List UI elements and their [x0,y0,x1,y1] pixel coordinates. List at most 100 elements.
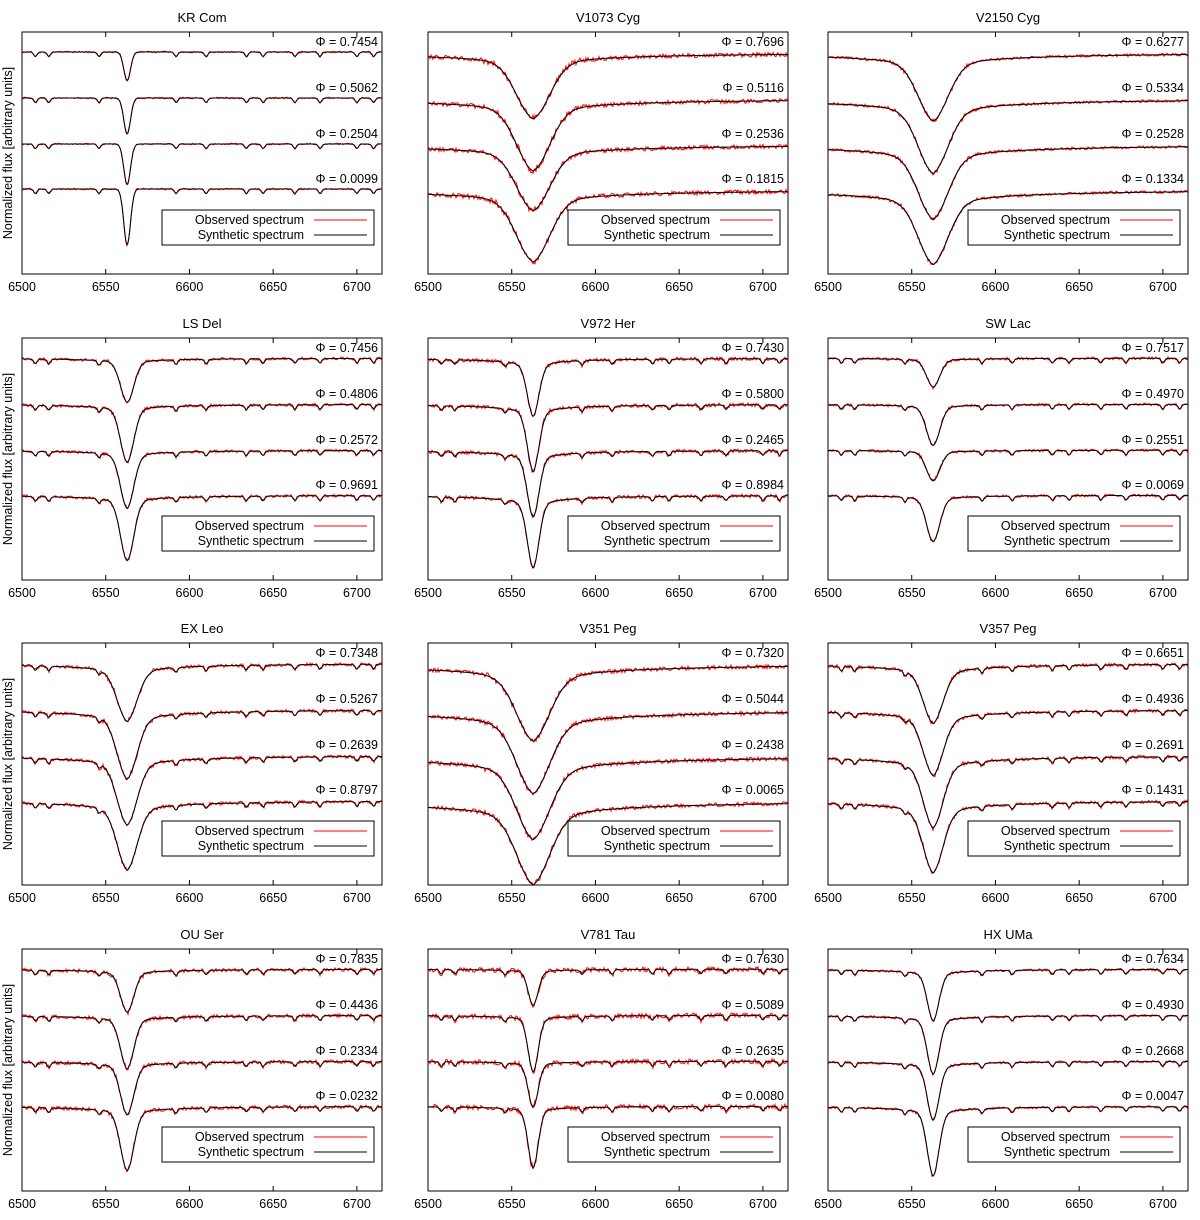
x-tick-label: 6600 [982,280,1010,294]
x-tick-label: 6650 [259,1197,287,1211]
synthetic-spectrum-line [22,143,382,186]
phase-label: Φ = 0.0099 [316,172,378,186]
panel-v357-peg: V357 Peg 6500 6550 6600 6650 6700 Φ = 0.6651 Φ … [814,621,1189,905]
x-tick-label: 6550 [92,280,120,294]
x-tick-label: 6650 [665,280,693,294]
panel-title: V351 Peg [579,621,636,636]
synthetic-spectrum-line [427,665,788,742]
x-tick-label: 6500 [414,891,442,905]
x-tick-label: 6700 [1149,586,1177,600]
x-tick-label: 6500 [8,1197,36,1211]
synthetic-spectrum-line [427,53,789,120]
legend-observed-label: Observed spectrum [1001,213,1110,227]
x-tick-label: 6500 [8,891,36,905]
phase-label: Φ = 0.2691 [1122,738,1184,752]
x-tick-label: 6500 [414,280,442,294]
phase-label: Φ = 0.1334 [1122,172,1184,186]
panel-kr-com: KR Com 6500 6550 6600 6650 6700 Φ = 0.7454 Φ = … [1,10,383,294]
phase-label: Φ = 0.5062 [316,81,378,95]
legend-observed-label: Observed spectrum [195,519,304,533]
legend-observed-label: Observed spectrum [1001,1130,1110,1144]
plot-frame [827,31,1189,275]
synthetic-spectrum-line [22,404,383,463]
phase-label: Φ = 0.5116 [722,81,784,95]
legend-synthetic-label: Synthetic spectrum [604,839,710,853]
y-axis-label: Normalized flux [arbitrary units] [1,67,15,239]
phase-label: Φ = 0.7454 [316,35,378,49]
legend-observed-label: Observed spectrum [195,213,304,227]
observed-spectrum-line [427,1102,789,1170]
observed-spectrum-line [427,663,789,743]
phase-label: Φ = 0.2668 [1122,1044,1184,1058]
phase-label: Φ = 0.5267 [316,692,378,706]
panel-ex-leo: EX Leo 6500 6550 6600 6650 6700 Φ = 0.7348 Φ = … [1,621,383,905]
x-tick-label: 6500 [8,586,36,600]
phase-label: Φ = 0.2639 [316,738,378,752]
observed-spectrum-line [21,50,383,81]
phase-label: Φ = 0.2551 [1122,433,1184,447]
phase-label: Φ = 0.8984 [722,478,784,492]
legend-synthetic-label: Synthetic spectrum [1004,534,1110,548]
synthetic-spectrum-line [428,1105,788,1169]
phase-label: Φ = 0.7348 [316,646,378,660]
phase-label: Φ = 0.0232 [316,1089,378,1103]
legend-box [967,1126,1181,1163]
observed-spectrum-line [827,1059,1189,1121]
legend-synthetic-label: Synthetic spectrum [1004,228,1110,242]
synthetic-spectrum-line [22,357,382,404]
plot-frame [21,642,383,886]
panel-title: V1073 Cyg [576,10,640,25]
x-tick-label: 6500 [414,1197,442,1211]
panel-title: KR Com [177,10,226,25]
synthetic-spectrum-line [22,968,382,1013]
legend-box [161,820,375,857]
legend-synthetic-label: Synthetic spectrum [604,1145,710,1159]
synthetic-spectrum-line [22,663,382,722]
panel-ou-ser: OU Ser 6500 6550 6600 6650 6700 Φ = 0.7835 Φ = … [1,927,383,1220]
legend-observed-label: Observed spectrum [601,519,710,533]
plot-frame [427,337,789,581]
phase-label: Φ = 0.0047 [1122,1089,1184,1103]
panel-v2150-cyg: V2150 Cyg 6500 6550 6600 6650 6700 Φ = 0.6277 Φ… [814,10,1189,294]
legend-synthetic-label: Synthetic spectrum [604,228,710,242]
phase-label: Φ = 0.5089 [722,998,784,1012]
legend-box [567,515,781,552]
phase-label: Φ = 0.2536 [722,127,784,141]
panel-v781-tau: V781 Tau 6500 6550 6600 6650 6700 Φ = 0.7630 Φ … [414,927,789,1220]
synthetic-spectrum-line [828,1106,1188,1177]
phase-label: Φ = 0.2635 [722,1044,784,1058]
legend-observed-label: Observed spectrum [601,824,710,838]
synthetic-spectrum-line [22,450,383,509]
synthetic-spectrum-line [22,710,382,780]
phase-label: Φ = 0.0080 [722,1089,784,1103]
x-tick-label: 6550 [898,1197,926,1211]
panel-v1073-cyg: V1073 Cyg 6500 6550 6600 6650 6700 Φ = 0.7696 Φ… [414,10,789,294]
legend-box [161,1126,375,1163]
synthetic-spectrum-line [427,1060,788,1109]
x-tick-label: 6700 [1149,1197,1177,1211]
x-tick-label: 6700 [343,586,371,600]
x-tick-label: 6650 [259,891,287,905]
legend-synthetic-label: Synthetic spectrum [198,534,304,548]
phase-label: Φ = 0.5044 [722,692,784,706]
x-tick-label: 6500 [814,891,842,905]
synthetic-spectrum-line [428,712,788,795]
x-tick-label: 6650 [665,586,693,600]
x-tick-label: 6650 [1065,1197,1093,1211]
x-tick-label: 6650 [259,586,287,600]
x-tick-label: 6600 [582,891,610,905]
synthetic-spectrum-line [827,756,1188,829]
x-tick-label: 6600 [582,1197,610,1211]
synthetic-spectrum-line [428,450,788,519]
legend-observed-label: Observed spectrum [195,824,304,838]
synthetic-spectrum-line [828,449,1189,482]
observed-spectrum-line [427,709,789,796]
observed-spectrum-line [427,143,789,213]
x-tick-label: 6600 [176,586,204,600]
phase-label: Φ = 0.4970 [1122,387,1184,401]
y-axis-label: Normalized flux [arbitrary units] [1,984,15,1156]
x-tick-label: 6650 [259,280,287,294]
synthetic-spectrum-line [22,495,382,562]
observed-spectrum-line [827,355,1189,390]
phase-label: Φ = 0.6651 [1122,646,1184,660]
